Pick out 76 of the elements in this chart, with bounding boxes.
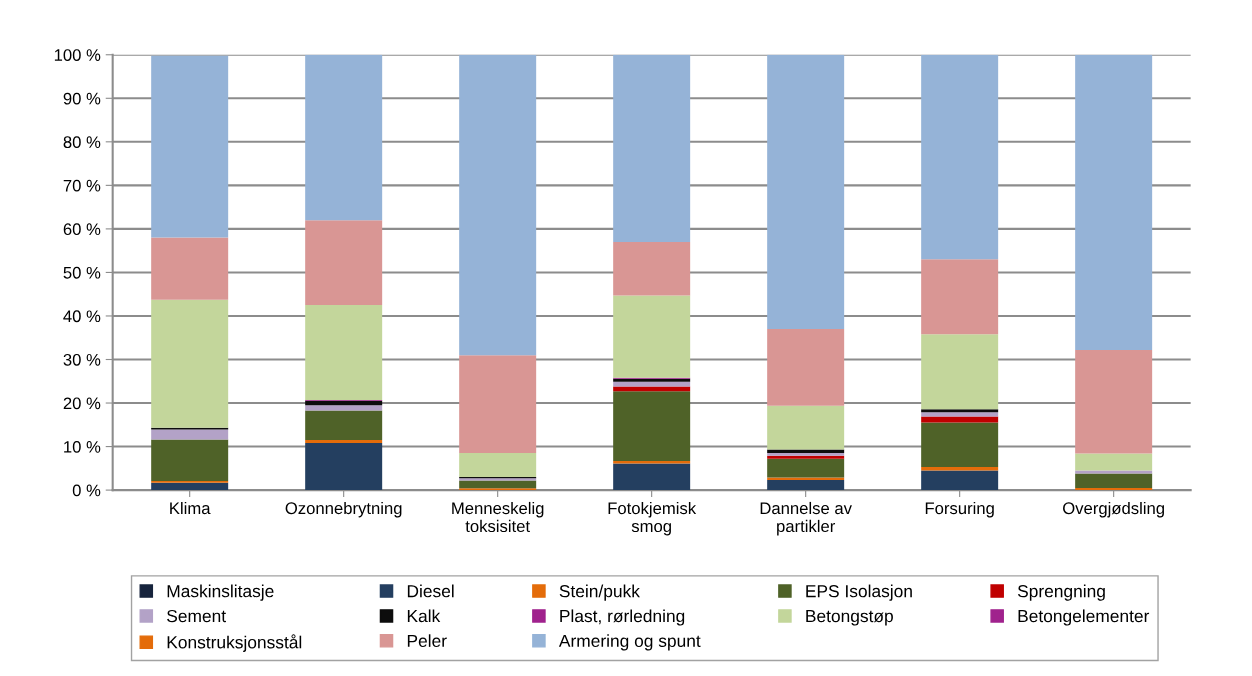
bar	[151, 482, 229, 491]
bar	[921, 467, 999, 471]
bar	[921, 54, 999, 260]
x-tick-label: Overgjødsling	[1063, 501, 1164, 518]
y-tick-label: 0 %	[72, 484, 101, 497]
y-tick-label: 70 %	[63, 179, 101, 192]
legend-label: Betongstøp	[806, 610, 893, 626]
legend-label: Sprengning	[1017, 584, 1105, 601]
y-tick-label: 10 %	[64, 440, 101, 453]
y-tick-label: 50 %	[63, 266, 101, 279]
bar	[921, 334, 999, 410]
bar	[1075, 470, 1153, 474]
legend-label: Betongelementer	[1018, 609, 1150, 626]
bar	[767, 480, 845, 491]
bar	[305, 305, 383, 400]
bar	[305, 410, 383, 441]
bar	[921, 422, 999, 468]
bar	[151, 439, 229, 481]
x-tick-label: Dannelse av partikler	[760, 501, 852, 536]
bar	[767, 54, 845, 330]
y-tick-label: 40 %	[63, 310, 101, 323]
bar	[613, 54, 691, 242]
bar	[1075, 473, 1153, 488]
bar	[921, 412, 999, 417]
bar	[613, 295, 691, 378]
bar	[767, 458, 845, 478]
bar	[305, 405, 383, 411]
x-tick-label: Klima	[170, 501, 211, 515]
bar	[921, 409, 999, 413]
legend-label: Armering og spunt	[558, 634, 701, 651]
bar	[1075, 54, 1153, 350]
bar	[305, 440, 383, 444]
bar	[921, 470, 999, 491]
legend-label: Plast, rørledning	[560, 609, 685, 626]
bar	[459, 453, 537, 478]
legend-label: Kalk	[407, 609, 441, 623]
bar	[151, 299, 229, 428]
bar	[151, 55, 229, 238]
bar	[305, 400, 383, 406]
x-tick-label: Menneskelig toksisitet	[452, 501, 544, 533]
legend-label: Peler	[407, 634, 447, 648]
bar	[613, 463, 691, 491]
bar	[305, 54, 383, 221]
y-tick-label: 80 %	[63, 136, 101, 149]
y-tick-label: 90 %	[63, 92, 101, 105]
x-tick-label: Fotokjemisk smog	[608, 501, 697, 536]
x-tick-label: Ozonnebrytning	[285, 501, 402, 518]
bar	[613, 241, 691, 296]
bar	[613, 460, 691, 464]
bar	[767, 329, 845, 406]
y-tick-label: 100 %	[54, 49, 101, 61]
bar	[767, 405, 845, 450]
bar	[921, 259, 999, 335]
y-tick-label: 60 %	[63, 223, 101, 236]
legend-label: Maskinslitasje	[167, 584, 274, 601]
bar	[767, 477, 845, 481]
bar	[613, 386, 691, 392]
bar	[459, 355, 537, 454]
bar	[459, 54, 537, 356]
x-tick-label: Forsuring	[925, 501, 994, 518]
legend-label: Stein/pukk	[559, 584, 640, 601]
y-tick-label: 30 %	[63, 353, 101, 366]
legend-label: EPS Isolasjon	[806, 584, 912, 601]
bar	[613, 391, 691, 461]
bar	[151, 237, 229, 300]
bar	[305, 220, 383, 306]
bar	[1075, 453, 1153, 471]
bar	[1075, 349, 1153, 454]
bar	[921, 416, 999, 423]
y-tick-label: 20 %	[63, 397, 101, 410]
bar	[305, 443, 383, 491]
bar	[151, 429, 229, 440]
legend-label: Konstruksjonsstål	[167, 634, 302, 652]
legend-label: Diesel	[407, 584, 454, 598]
legend-label: Sement	[167, 609, 226, 623]
bar	[1075, 487, 1153, 491]
